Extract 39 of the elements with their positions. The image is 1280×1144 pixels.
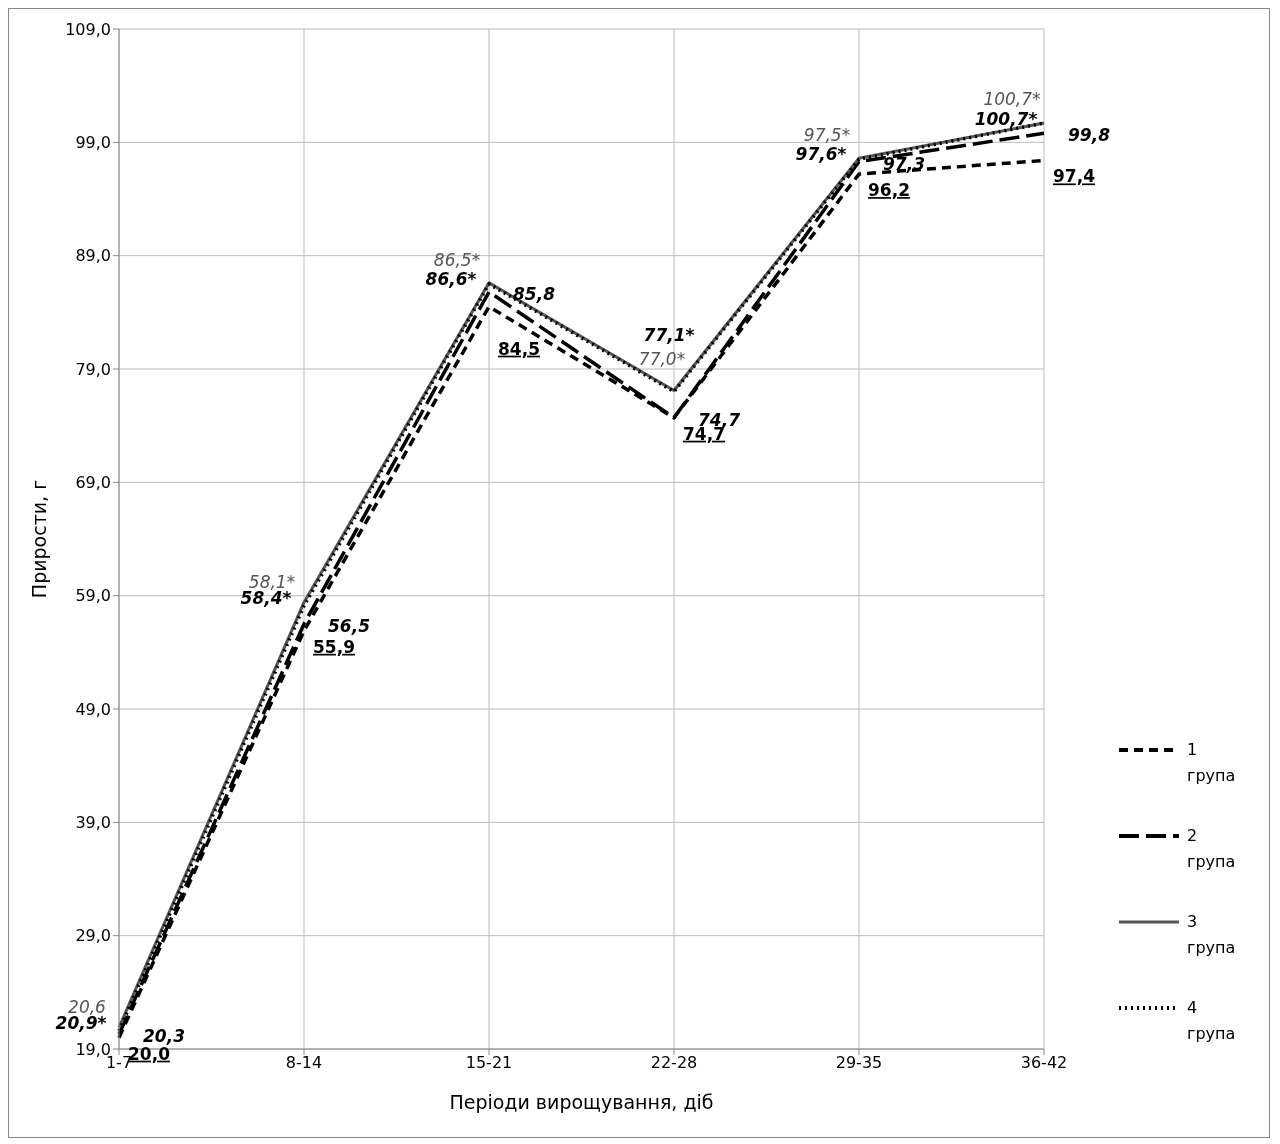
data-label: 20,6 xyxy=(68,996,107,1017)
x-axis-title: Періоди вирощування, діб xyxy=(449,1091,714,1113)
y-tick-label: 39,0 xyxy=(75,813,111,833)
data-label: 85,8 xyxy=(513,283,556,304)
y-tick-label: 49,0 xyxy=(75,699,111,719)
data-label: 20,3 xyxy=(143,1026,185,1047)
y-tick-label: 109,0 xyxy=(65,19,111,39)
data-label: 97,5* xyxy=(803,125,851,146)
legend-label: 3 група xyxy=(1187,911,1237,959)
data-label: 86,5* xyxy=(433,250,481,270)
legend-label: 1 група xyxy=(1187,739,1237,787)
data-label: 97,4 xyxy=(1053,166,1096,187)
y-tick-label: 99,0 xyxy=(75,133,111,153)
data-label: 55,9 xyxy=(313,636,355,657)
y-axis-title: Прирости, г xyxy=(27,479,50,599)
data-label: 58,1* xyxy=(248,571,296,592)
data-label: 97,6* xyxy=(795,144,847,165)
data-label: 84,5 xyxy=(498,338,540,359)
data-label: 99,8 xyxy=(1068,125,1111,146)
legend-label: 2 група xyxy=(1187,825,1237,873)
data-label: 77,1* xyxy=(643,324,695,345)
data-label: 100,7* xyxy=(974,109,1038,130)
data-label: 56,5 xyxy=(328,616,370,636)
data-label: 96,2 xyxy=(868,180,910,201)
y-tick-label: 89,0 xyxy=(75,246,111,266)
x-tick-label: 29-35 xyxy=(835,1053,883,1073)
data-label: 77,0* xyxy=(638,348,686,369)
data-label: 97,3 xyxy=(883,153,925,174)
x-tick-label: 36-42 xyxy=(1020,1053,1068,1073)
y-tick-label: 59,0 xyxy=(75,586,111,606)
y-tick-label: 79,0 xyxy=(75,359,111,379)
y-tick-label: 69,0 xyxy=(75,473,111,493)
x-tick-label: 8-14 xyxy=(285,1053,323,1073)
data-label: 86,6* xyxy=(425,268,477,289)
x-tick-label: 15-21 xyxy=(465,1053,513,1073)
legend-label: 4 група xyxy=(1187,997,1237,1045)
y-tick-label: 29,0 xyxy=(75,926,111,946)
x-tick-label: 22-28 xyxy=(650,1053,698,1073)
data-label: 100,7* xyxy=(983,89,1041,110)
